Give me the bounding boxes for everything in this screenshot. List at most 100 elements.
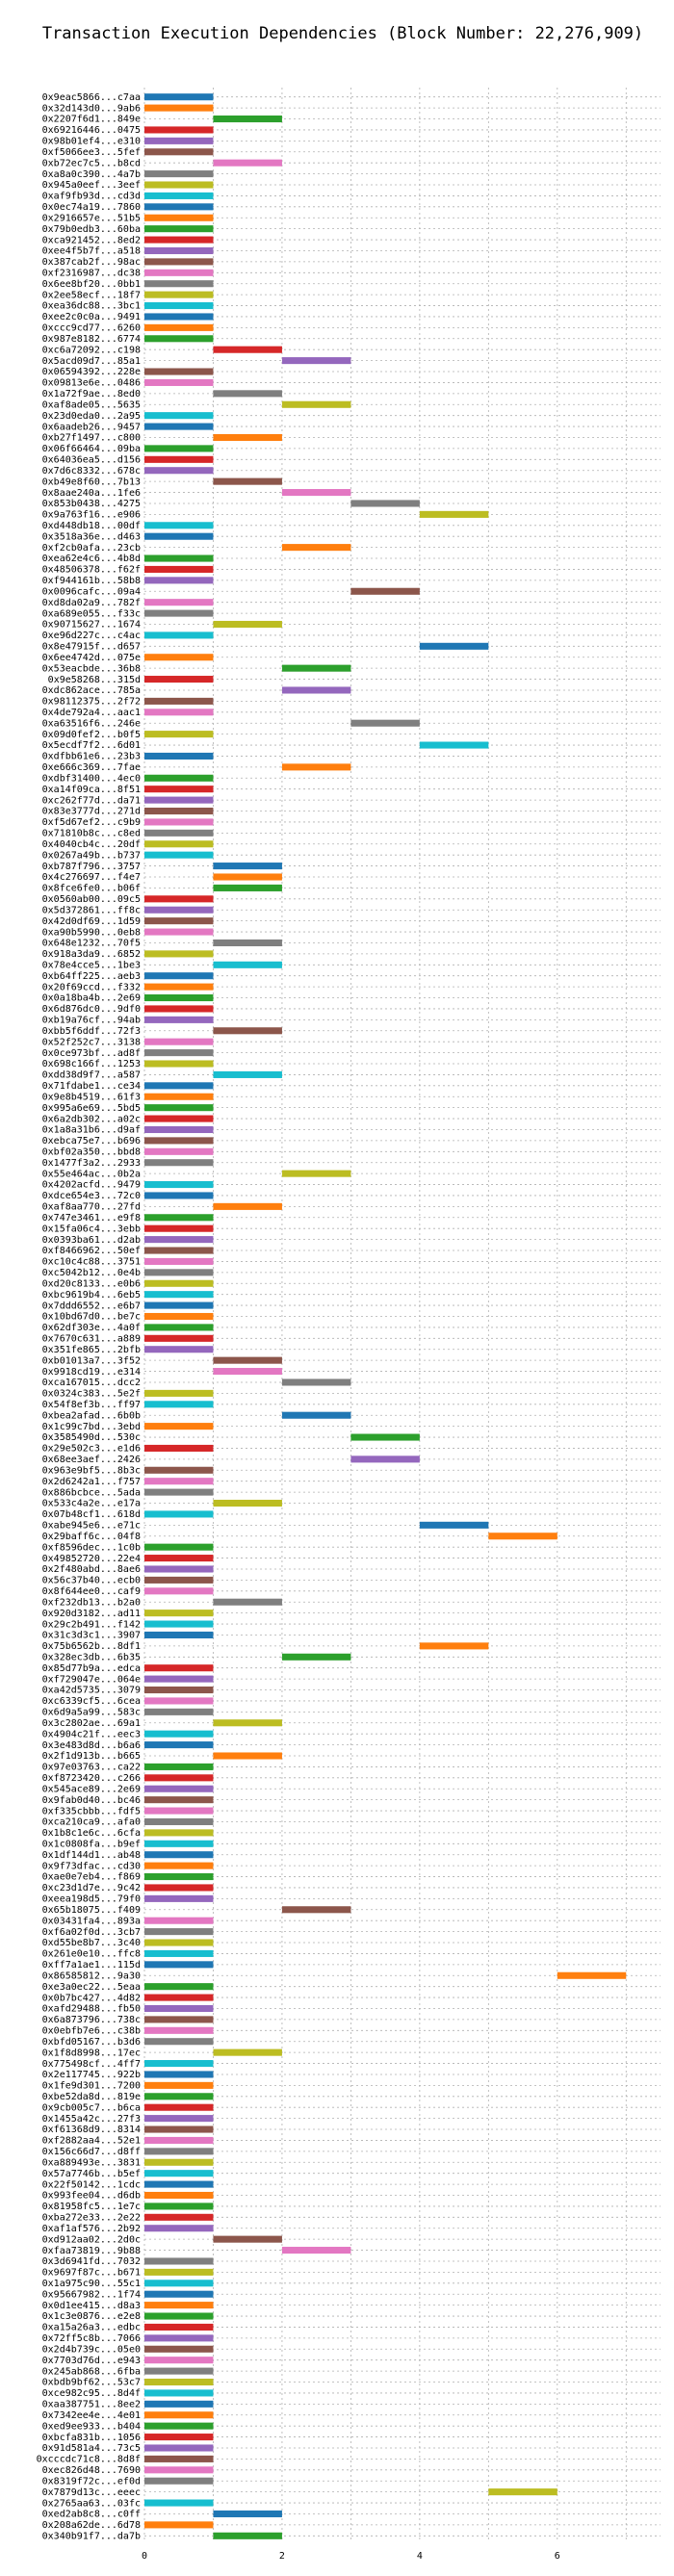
transaction-label: 0xa689e055...f33c [42, 608, 141, 619]
transaction-label: 0xdfbb61e6...23b3 [42, 752, 141, 762]
transaction-bar [144, 378, 214, 386]
transaction-label: 0x0b7bc427...4d82 [42, 1993, 141, 2003]
transaction-bar [144, 2357, 214, 2364]
transaction-bar [144, 2038, 214, 2046]
transaction-bar [144, 928, 214, 936]
transaction-bar [144, 654, 214, 661]
transaction-label: 0x9e58268...315d [48, 675, 141, 685]
transaction-bar [144, 2158, 214, 2166]
transaction-label: 0xec826d48...7690 [42, 2465, 141, 2476]
transaction-label: 0x09813e6e...0486 [42, 378, 141, 389]
transaction-label: 0xb19a76cf...94ab [42, 1016, 141, 1026]
transaction-bar [213, 390, 282, 398]
transaction-bar [213, 620, 282, 629]
transaction-label: 0xd912aa02...2d0c [42, 2234, 141, 2245]
transaction-bar [213, 1356, 282, 1364]
transaction-bar [419, 1642, 489, 1650]
transaction-label: 0xf5066ee3...5fef [42, 147, 141, 158]
transaction-label: 0x995a6e69...5bd5 [42, 1103, 141, 1114]
transaction-label: 0x86585812...9a30 [42, 1971, 141, 1981]
transaction-bar [144, 1324, 214, 1331]
transaction-label: 0x98112375...2f72 [42, 697, 141, 708]
transaction-bar [144, 1214, 214, 1222]
transaction-bar [144, 2400, 214, 2408]
transaction-bar [281, 2247, 351, 2254]
transaction-bar [213, 346, 282, 353]
transaction-bar [281, 1170, 351, 1177]
transaction-label: 0x545ace89...2e69 [42, 1784, 141, 1794]
transaction-label: 0x3585490d...530c [42, 1432, 141, 1443]
transaction-label: 0xfaa73819...9b88 [42, 2246, 141, 2256]
transaction-label: 0xf6a02f0d...3cb7 [42, 1927, 141, 1938]
transaction-label: 0x6d9a5a99...583c [42, 1708, 141, 1718]
transaction-bar [144, 1774, 214, 1782]
transaction-label: 0xc262f77d...da71 [42, 795, 141, 806]
transaction-bar [144, 1983, 214, 1991]
transaction-bar [144, 917, 214, 925]
transaction-label: 0xe3a0ec22...5eaa [42, 1982, 141, 1993]
transaction-bar [144, 1401, 214, 1408]
transaction-label: 0x7670c631...a889 [42, 1334, 141, 1345]
transaction-label: 0x387cab2f...98ac [42, 257, 141, 268]
transaction-label: 0x0393ba61...d2ab [42, 1235, 141, 1246]
transaction-label: 0xed9ee933...b404 [42, 2421, 141, 2432]
transaction-bar [144, 445, 214, 452]
transaction-label: 0xccc9cd77...6260 [42, 323, 141, 334]
transaction-label: 0xbdb9bf62...53c7 [42, 2378, 141, 2388]
transaction-bar [144, 1137, 214, 1145]
transaction-label: 0x0a18ba4b...2e69 [42, 993, 141, 1004]
transaction-label: 0x920d3182...ad11 [42, 1609, 141, 1619]
transaction-label: 0x97e03763...ca22 [42, 1763, 141, 1773]
transaction-label: 0x3c2802ae...69a1 [42, 1718, 141, 1729]
transaction-bar [144, 137, 214, 144]
transaction-bar [144, 1334, 214, 1342]
transaction-bar [144, 1389, 214, 1397]
transaction-bar [144, 2060, 214, 2068]
transaction-bar [144, 2302, 214, 2309]
transaction-label: 0x1c3e0876...e2e8 [42, 2311, 141, 2322]
transaction-label: 0x993fee04...d6db [42, 2191, 141, 2202]
transaction-label: 0xbcfa831b...1056 [42, 2433, 141, 2443]
transaction-label: 0x5d372861...ff8c [42, 905, 141, 915]
transaction-bar [213, 1202, 282, 1210]
transaction-label: 0xed2ab8c8...c0ff [42, 2510, 141, 2520]
transaction-bar [144, 1884, 214, 1892]
transaction-bar [144, 1917, 214, 1924]
transaction-label: 0x81958fc5...1e7c [42, 2202, 141, 2212]
transaction-bar [144, 1807, 214, 1815]
transaction-bar [144, 983, 214, 991]
transaction-bar [144, 1478, 214, 1485]
transaction-bar [144, 1115, 214, 1122]
transaction-label: 0x23d0eda0...2a95 [42, 411, 141, 422]
transaction-bar [144, 906, 214, 914]
transaction-bar [281, 357, 351, 365]
transaction-label: 0x83e3777d...271d [42, 807, 141, 817]
transaction-bar [144, 818, 214, 826]
transaction-label: 0x6aadeb26...9457 [42, 422, 141, 432]
transaction-bar [144, 1763, 214, 1770]
transaction-label: 0xdd38d9f7...a587 [42, 1070, 141, 1081]
transaction-label: 0x2765aa63...03fc [42, 2498, 141, 2509]
transaction-label: 0x208a62de...6d78 [42, 2520, 141, 2531]
transaction-label: 0xa63516f6...246e [42, 718, 141, 729]
transaction-bar [144, 554, 214, 562]
transaction-label: 0x7ddd6552...e6b7 [42, 1301, 141, 1311]
transaction-bar [144, 840, 214, 848]
transaction-bar [144, 1862, 214, 1869]
transaction-label: 0x7342ee4e...4e01 [42, 2410, 141, 2421]
transaction-label: 0xb49e8f60...7b13 [42, 477, 141, 487]
transaction-label: 0xb27f1497...c800 [42, 433, 141, 444]
transaction-label: 0x963e9bf5...8b3c [42, 1465, 141, 1476]
transaction-bar [144, 1488, 214, 1496]
transaction-bar [144, 752, 214, 760]
transaction-label: 0x78e4cce5...1be3 [42, 960, 141, 970]
transaction-bar [144, 2004, 214, 2013]
transaction-label: 0xc23d1d7e...9c42 [42, 1883, 141, 1893]
transaction-label: 0xbc9619b4...6eb5 [42, 1290, 141, 1301]
transaction-label: 0xc5042b12...0e4b [42, 1268, 141, 1278]
transaction-bar [144, 774, 214, 782]
transaction-bar [213, 873, 282, 881]
transaction-bar [144, 225, 214, 233]
transaction-bar [144, 796, 214, 804]
